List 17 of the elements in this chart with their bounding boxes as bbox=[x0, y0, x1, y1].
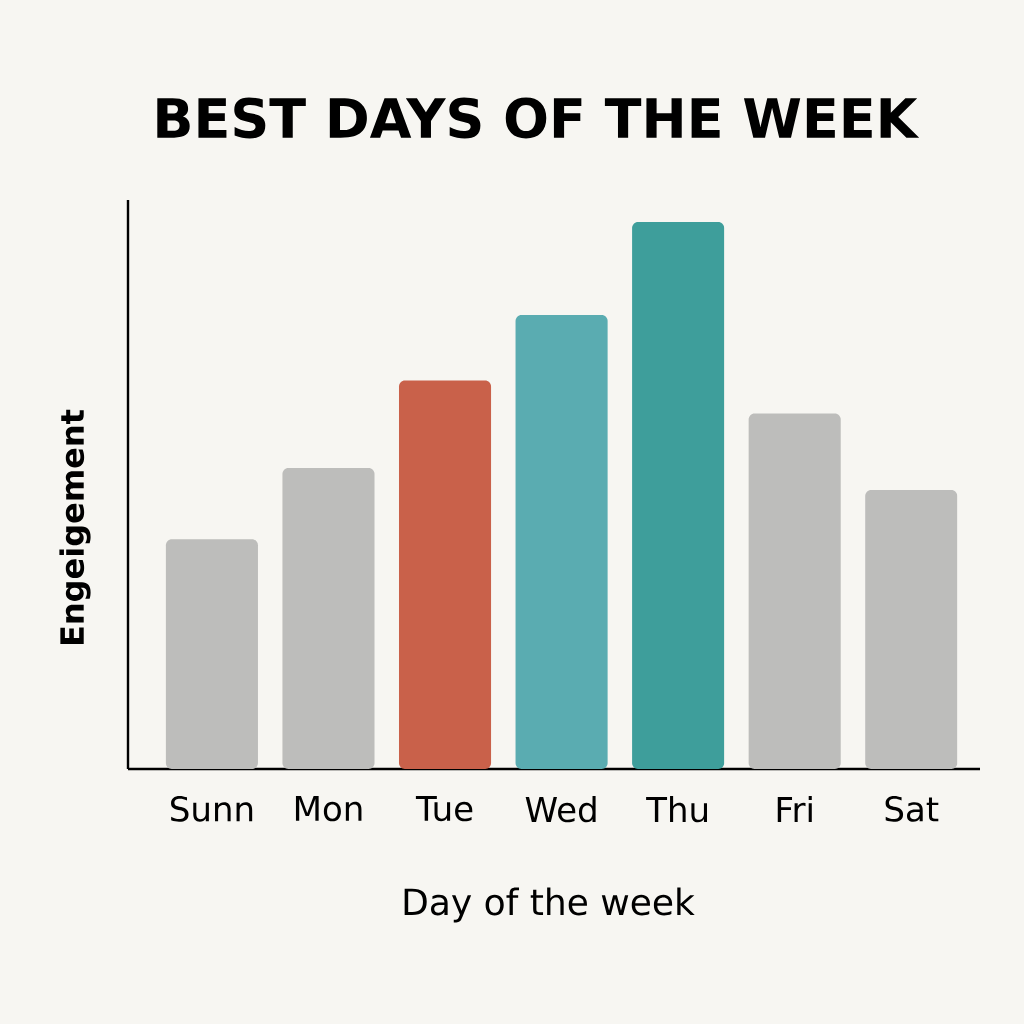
bar bbox=[865, 489, 958, 769]
bar bbox=[398, 380, 492, 769]
x-tick-label: Mon bbox=[295, 796, 362, 822]
x-tick-label: Sat bbox=[885, 796, 939, 822]
bar bbox=[632, 221, 725, 769]
x-tick-label: Sunn bbox=[171, 796, 253, 822]
x-tick-label: Tue bbox=[415, 796, 473, 822]
bar bbox=[515, 314, 608, 769]
x-tick-label: Wed bbox=[525, 796, 596, 823]
bar bbox=[165, 539, 258, 769]
x-tick-label: Thu bbox=[646, 796, 708, 823]
chart-title: BEST DAYS OF THE WEEK bbox=[157, 97, 920, 139]
bar bbox=[282, 468, 375, 769]
y-axis-title: Engeigement bbox=[59, 409, 91, 645]
x-tick-label: Fri bbox=[777, 796, 812, 822]
bar bbox=[748, 413, 841, 769]
x-axis-title: Day of the week bbox=[404, 887, 695, 923]
